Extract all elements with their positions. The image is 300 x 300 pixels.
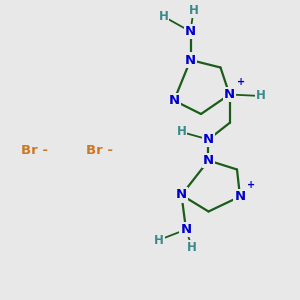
Text: H: H bbox=[177, 125, 186, 139]
Text: H: H bbox=[159, 10, 168, 23]
Text: N: N bbox=[168, 94, 180, 107]
Text: H: H bbox=[154, 233, 164, 247]
Text: H: H bbox=[187, 241, 197, 254]
Text: N: N bbox=[203, 133, 214, 146]
Text: N: N bbox=[185, 25, 196, 38]
Text: Br -: Br - bbox=[85, 143, 112, 157]
Text: N: N bbox=[176, 188, 187, 202]
Text: N: N bbox=[203, 154, 214, 167]
Text: N: N bbox=[180, 223, 192, 236]
Text: N: N bbox=[234, 190, 246, 203]
Text: +: + bbox=[247, 179, 256, 190]
Text: Br -: Br - bbox=[21, 143, 48, 157]
Text: H: H bbox=[256, 89, 266, 103]
Text: N: N bbox=[185, 53, 196, 67]
Text: +: + bbox=[237, 77, 245, 88]
Text: N: N bbox=[224, 88, 235, 101]
Text: H: H bbox=[189, 4, 198, 17]
